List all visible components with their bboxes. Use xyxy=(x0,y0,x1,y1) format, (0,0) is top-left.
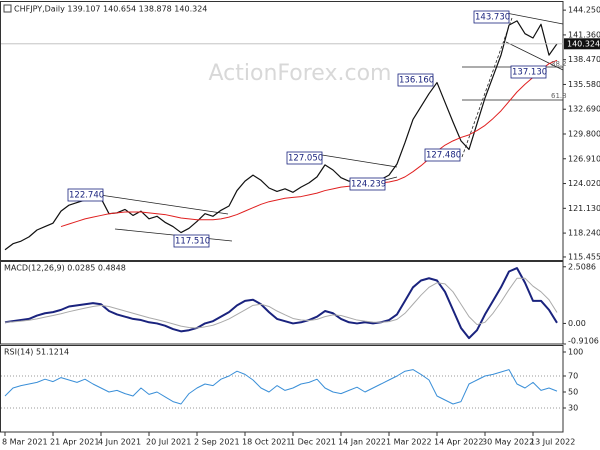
x-tick-label: 20 Jul 2021 xyxy=(146,438,191,447)
fib-label: 61.8 xyxy=(551,92,567,100)
price-panel xyxy=(0,1,564,261)
annotation: 137.130 xyxy=(512,68,547,78)
y-tick-label: 124.020 xyxy=(568,179,600,188)
x-tick-label: 30 May 2022 xyxy=(482,438,534,447)
y-tick-label: 129.800 xyxy=(568,130,600,139)
y-tick-label: 126.910 xyxy=(568,154,600,163)
fib-label: 38.2 xyxy=(551,60,567,68)
y-tick-label: 141.360 xyxy=(568,30,600,39)
annotation: 136.160 xyxy=(399,76,434,86)
y-tick-label: 50 xyxy=(568,388,578,397)
y-tick-label: 0.00 xyxy=(568,319,586,328)
x-tick-label: 8 Mar 2021 xyxy=(2,438,48,447)
y-tick-label: 30 xyxy=(568,404,578,413)
rsi-panel xyxy=(0,345,564,433)
annotation-box xyxy=(473,10,510,24)
series-line xyxy=(4,277,558,329)
series-line xyxy=(4,267,558,340)
macd-panel xyxy=(0,261,564,345)
annotation-box xyxy=(424,148,461,162)
trend-line xyxy=(114,228,233,242)
watermark: ActionForex.com xyxy=(209,61,392,86)
annotation-box xyxy=(349,177,386,191)
annotation: 127.480 xyxy=(426,151,461,161)
x-tick-label: 4 Jun 2021 xyxy=(98,438,141,447)
last-price-box xyxy=(564,38,600,50)
y-tick-label: 121.130 xyxy=(568,204,600,213)
last-price-label: 140.324 xyxy=(567,39,600,48)
x-tick-label: 21 Apr 2021 xyxy=(50,438,99,447)
y-tick-label: 135.580 xyxy=(568,80,600,89)
y-tick-label: 115.455 xyxy=(568,252,600,261)
annotation-box xyxy=(173,234,210,248)
y-tick-label: 138.470 xyxy=(568,55,600,64)
annotation-box xyxy=(286,151,323,165)
y-tick-label: 132.690 xyxy=(568,105,600,114)
x-tick-label: 1 Dec 2021 xyxy=(290,438,336,447)
annotation: 124.239 xyxy=(351,180,386,190)
y-tick-label: 70 xyxy=(568,372,578,381)
annotation: 127.050 xyxy=(288,154,323,164)
x-tick-label: 1 Mar 2022 xyxy=(386,438,432,447)
trend-line xyxy=(505,12,564,25)
annotation-box xyxy=(397,73,434,87)
annotation: 117.510 xyxy=(175,237,210,247)
rsi-title: RSI(14) 51.1214 xyxy=(4,348,69,357)
x-tick-label: 14 Apr 2022 xyxy=(434,438,483,447)
trend-lines xyxy=(99,12,564,242)
x-tick-label: 2 Sep 2021 xyxy=(194,438,240,447)
y-tick-label: 2.5086 xyxy=(568,262,596,271)
annotation-box xyxy=(67,188,104,202)
trend-line xyxy=(99,194,229,215)
series-line xyxy=(4,369,558,405)
trend-line xyxy=(505,41,564,71)
x-tick-label: 18 Oct 2021 xyxy=(242,438,291,447)
annotation-box xyxy=(510,65,547,79)
y-tick-label: 100 xyxy=(568,348,583,357)
chart-title: CHFJPY,Daily 139.107 140.654 138.878 140… xyxy=(14,5,207,14)
x-tick-label: 13 Jul 2022 xyxy=(530,438,575,447)
x-tick-label: 14 Jan 2022 xyxy=(338,438,386,447)
annotation: 122.740 xyxy=(69,191,104,201)
title-icon xyxy=(3,4,12,13)
series-line xyxy=(60,59,558,228)
annotation: 143.730 xyxy=(475,13,510,23)
y-tick-label: 144.250 xyxy=(568,6,600,15)
trend-line xyxy=(321,154,398,168)
y-tick-label: -0.9106 xyxy=(568,337,599,346)
y-tick-label: 118.240 xyxy=(568,229,600,238)
macd-title: MACD(12,26,9) 0.0285 0.4848 xyxy=(4,264,126,273)
